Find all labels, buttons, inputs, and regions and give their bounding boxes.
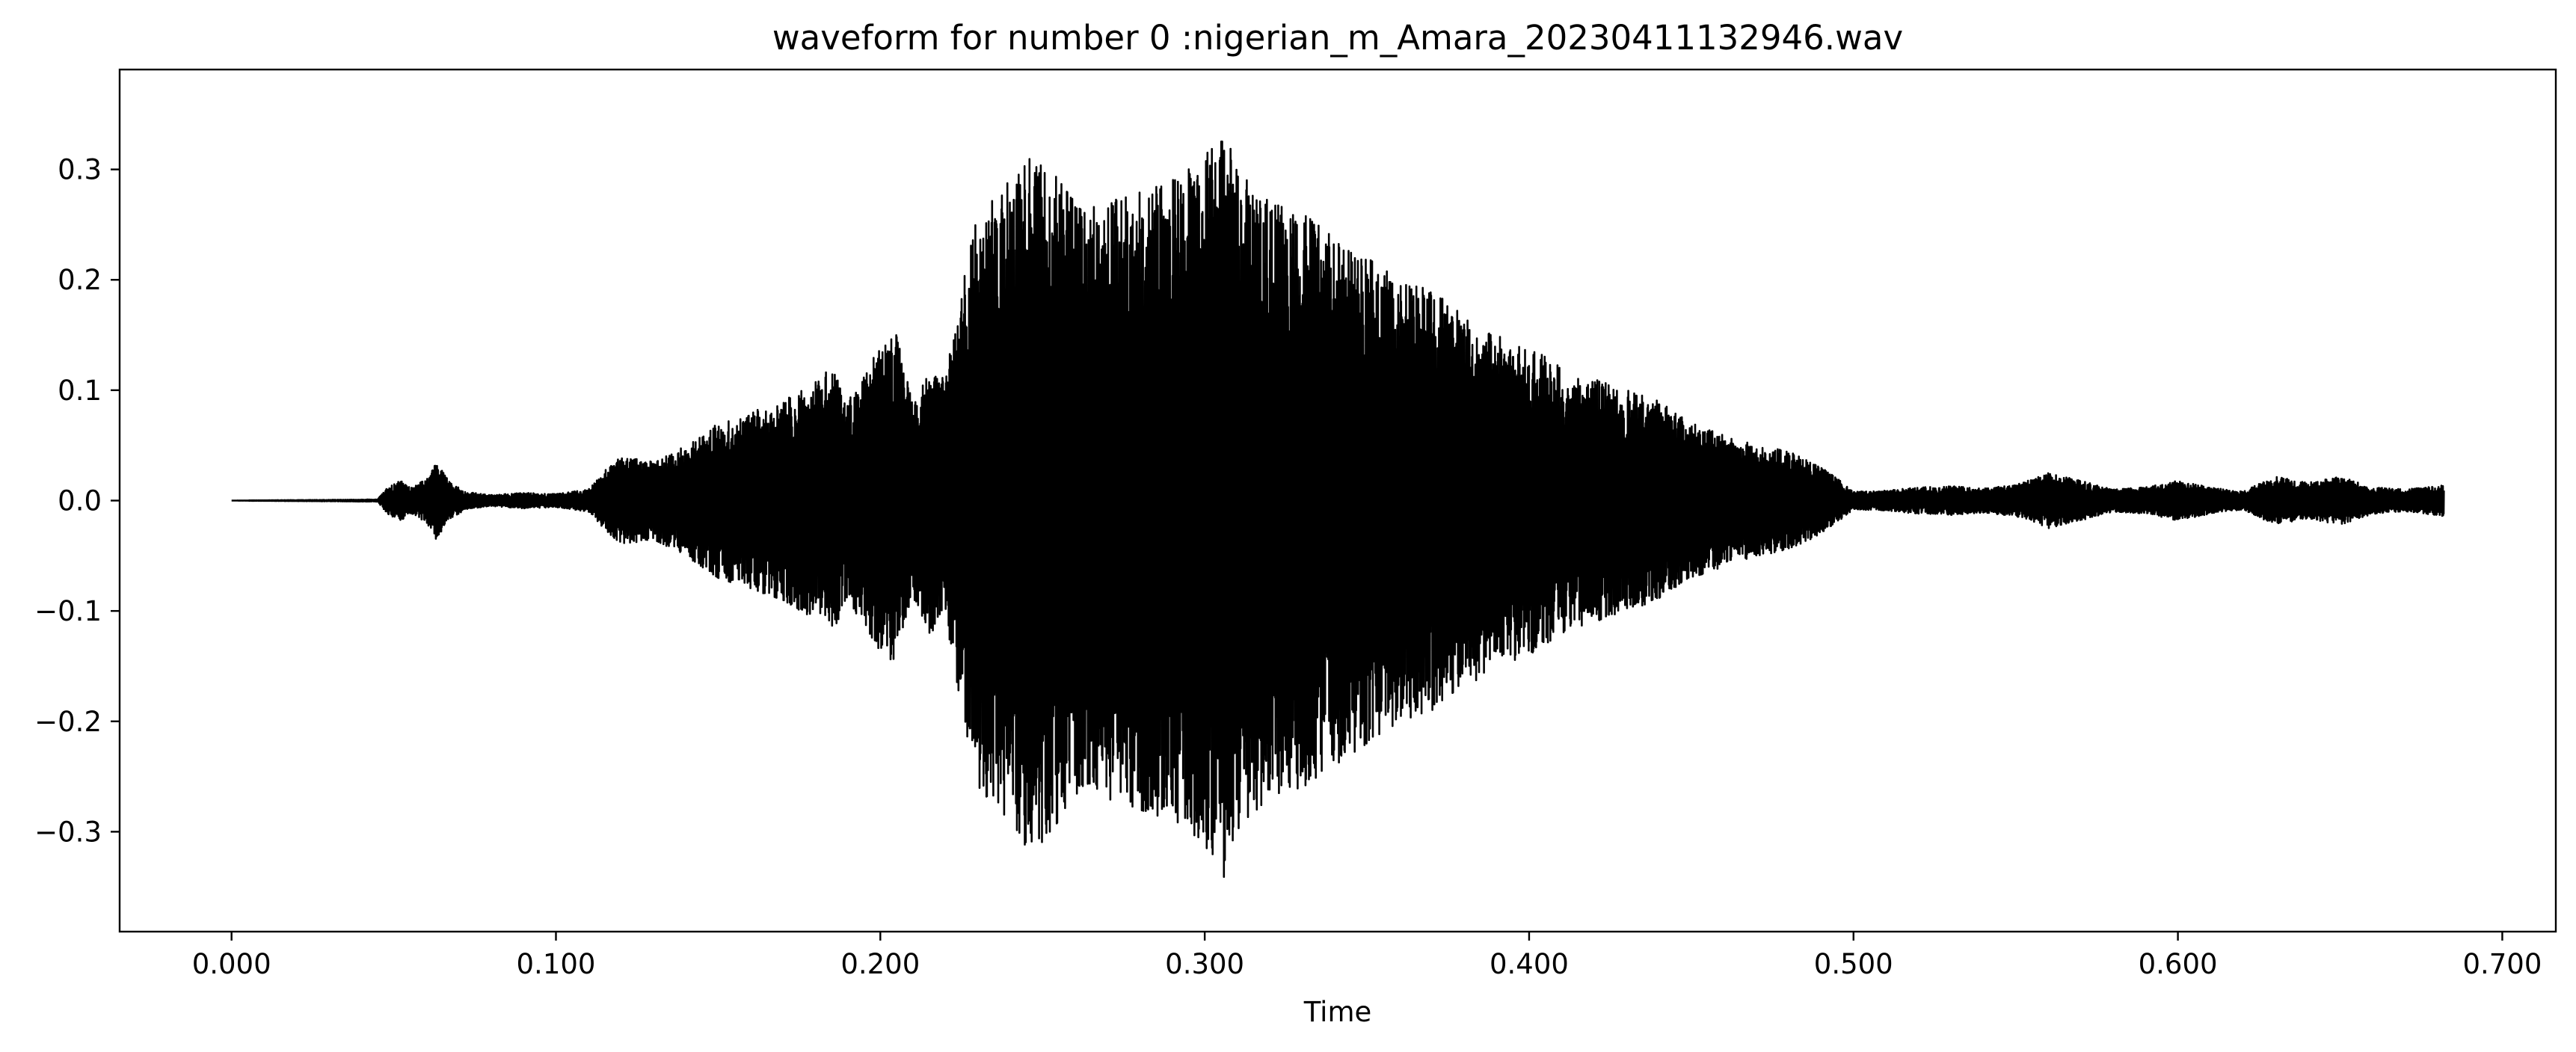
x-axis-label: Time [1303, 996, 1372, 1028]
x-tick-label: 0.600 [2139, 948, 2218, 980]
y-tick-label: −0.1 [34, 595, 102, 627]
x-tick-label: 0.100 [517, 948, 596, 980]
x-tick-label: 0.300 [1165, 948, 1244, 980]
y-tick-label: −0.2 [34, 706, 102, 738]
y-tick-label: 0.3 [58, 154, 102, 186]
x-tick-label: 0.400 [1490, 948, 1569, 980]
x-tick-label: 0.500 [1814, 948, 1893, 980]
x-tick-label: 0.700 [2462, 948, 2542, 980]
y-axis: 0.3 0.2 0.1 0.0 −0.1 −0.2 −0.3 [34, 154, 120, 848]
waveform-line [230, 141, 2445, 878]
x-tick-label: 0.200 [840, 948, 920, 980]
chart-title: waveform for number 0 :nigerian_m_Amara_… [772, 18, 1903, 58]
waveform-series [230, 141, 2445, 878]
y-tick-label: 0.2 [58, 264, 102, 296]
x-tick-label: 0.000 [192, 948, 271, 980]
y-tick-label: 0.0 [58, 485, 102, 517]
y-tick-label: 0.1 [58, 375, 102, 407]
x-axis: 0.000 0.100 0.200 0.300 0.400 0.500 0.600 0.700 [192, 932, 2542, 980]
y-tick-label: −0.3 [34, 816, 102, 848]
plot-area [118, 68, 2557, 933]
